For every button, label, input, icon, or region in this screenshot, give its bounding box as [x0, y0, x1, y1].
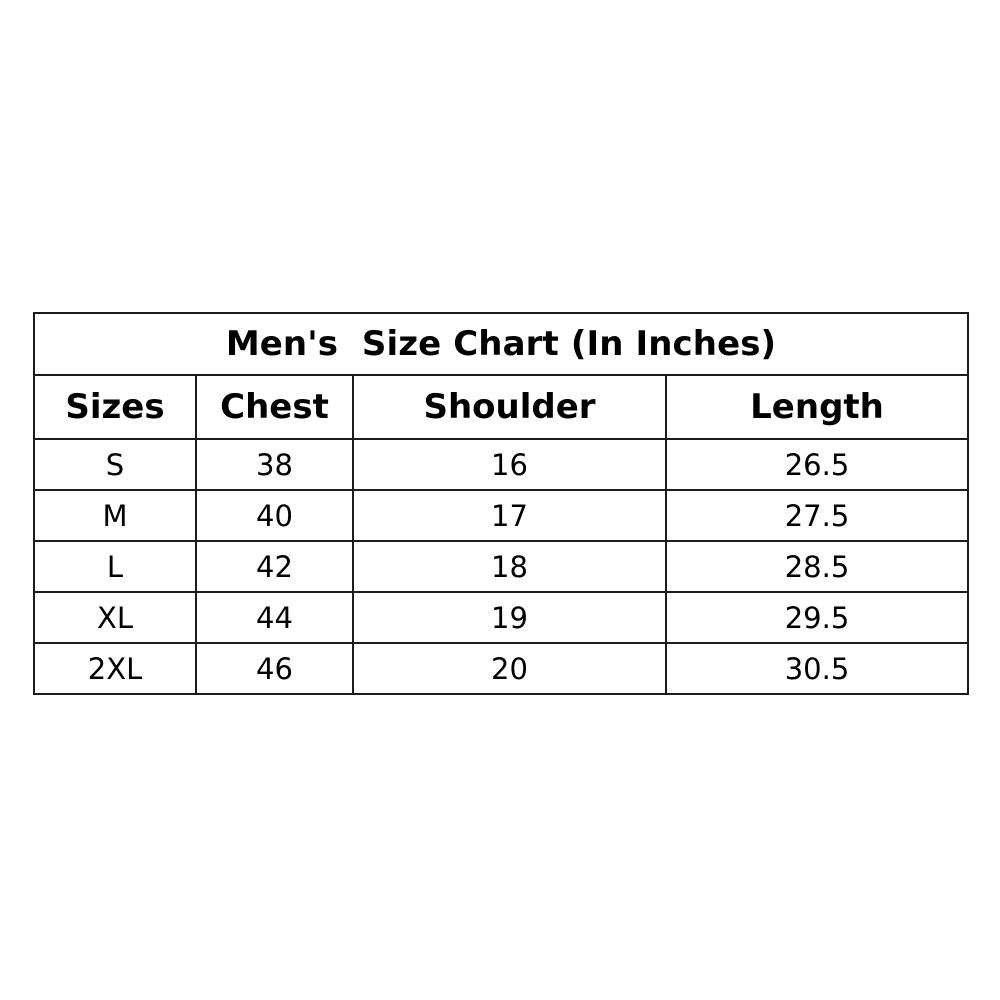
cell-length: 28.5: [664, 540, 970, 593]
column-header-length: Length: [664, 374, 970, 440]
table-header-row: Sizes Chest Shoulder Length: [33, 374, 970, 440]
cell-chest: 42: [195, 540, 354, 593]
cell-shoulder: 19: [352, 591, 667, 644]
cell-length: 30.5: [664, 642, 970, 695]
cell-shoulder: 16: [352, 438, 667, 491]
cell-size: L: [33, 540, 197, 593]
table-row: 2XL 46 20 30.5: [33, 642, 970, 695]
chart-title: Men's Size Chart (In Inches): [32, 312, 970, 376]
cell-shoulder: 17: [352, 489, 667, 542]
column-header-chest: Chest: [195, 374, 354, 440]
cell-length: 26.5: [664, 438, 970, 491]
cell-chest: 44: [195, 591, 354, 644]
column-header-shoulder: Shoulder: [352, 374, 667, 440]
table-row: S 38 16 26.5: [33, 438, 970, 491]
cell-chest: 40: [195, 489, 354, 542]
table-row: XL 44 19 29.5: [33, 591, 970, 644]
cell-chest: 38: [195, 438, 354, 491]
table-title-row: Men's Size Chart (In Inches): [32, 312, 970, 376]
table-row: M 40 17 27.5: [33, 489, 970, 542]
size-chart-table: Men's Size Chart (In Inches) Sizes Chest…: [32, 312, 970, 695]
cell-size: M: [33, 489, 197, 542]
cell-length: 29.5: [664, 591, 970, 644]
cell-chest: 46: [195, 642, 354, 695]
cell-length: 27.5: [664, 489, 970, 542]
cell-shoulder: 18: [352, 540, 667, 593]
cell-size: S: [33, 438, 197, 491]
cell-size: 2XL: [33, 642, 197, 695]
cell-size: XL: [33, 591, 197, 644]
table-row: L 42 18 28.5: [33, 540, 970, 593]
cell-shoulder: 20: [352, 642, 667, 695]
column-header-sizes: Sizes: [33, 374, 197, 440]
